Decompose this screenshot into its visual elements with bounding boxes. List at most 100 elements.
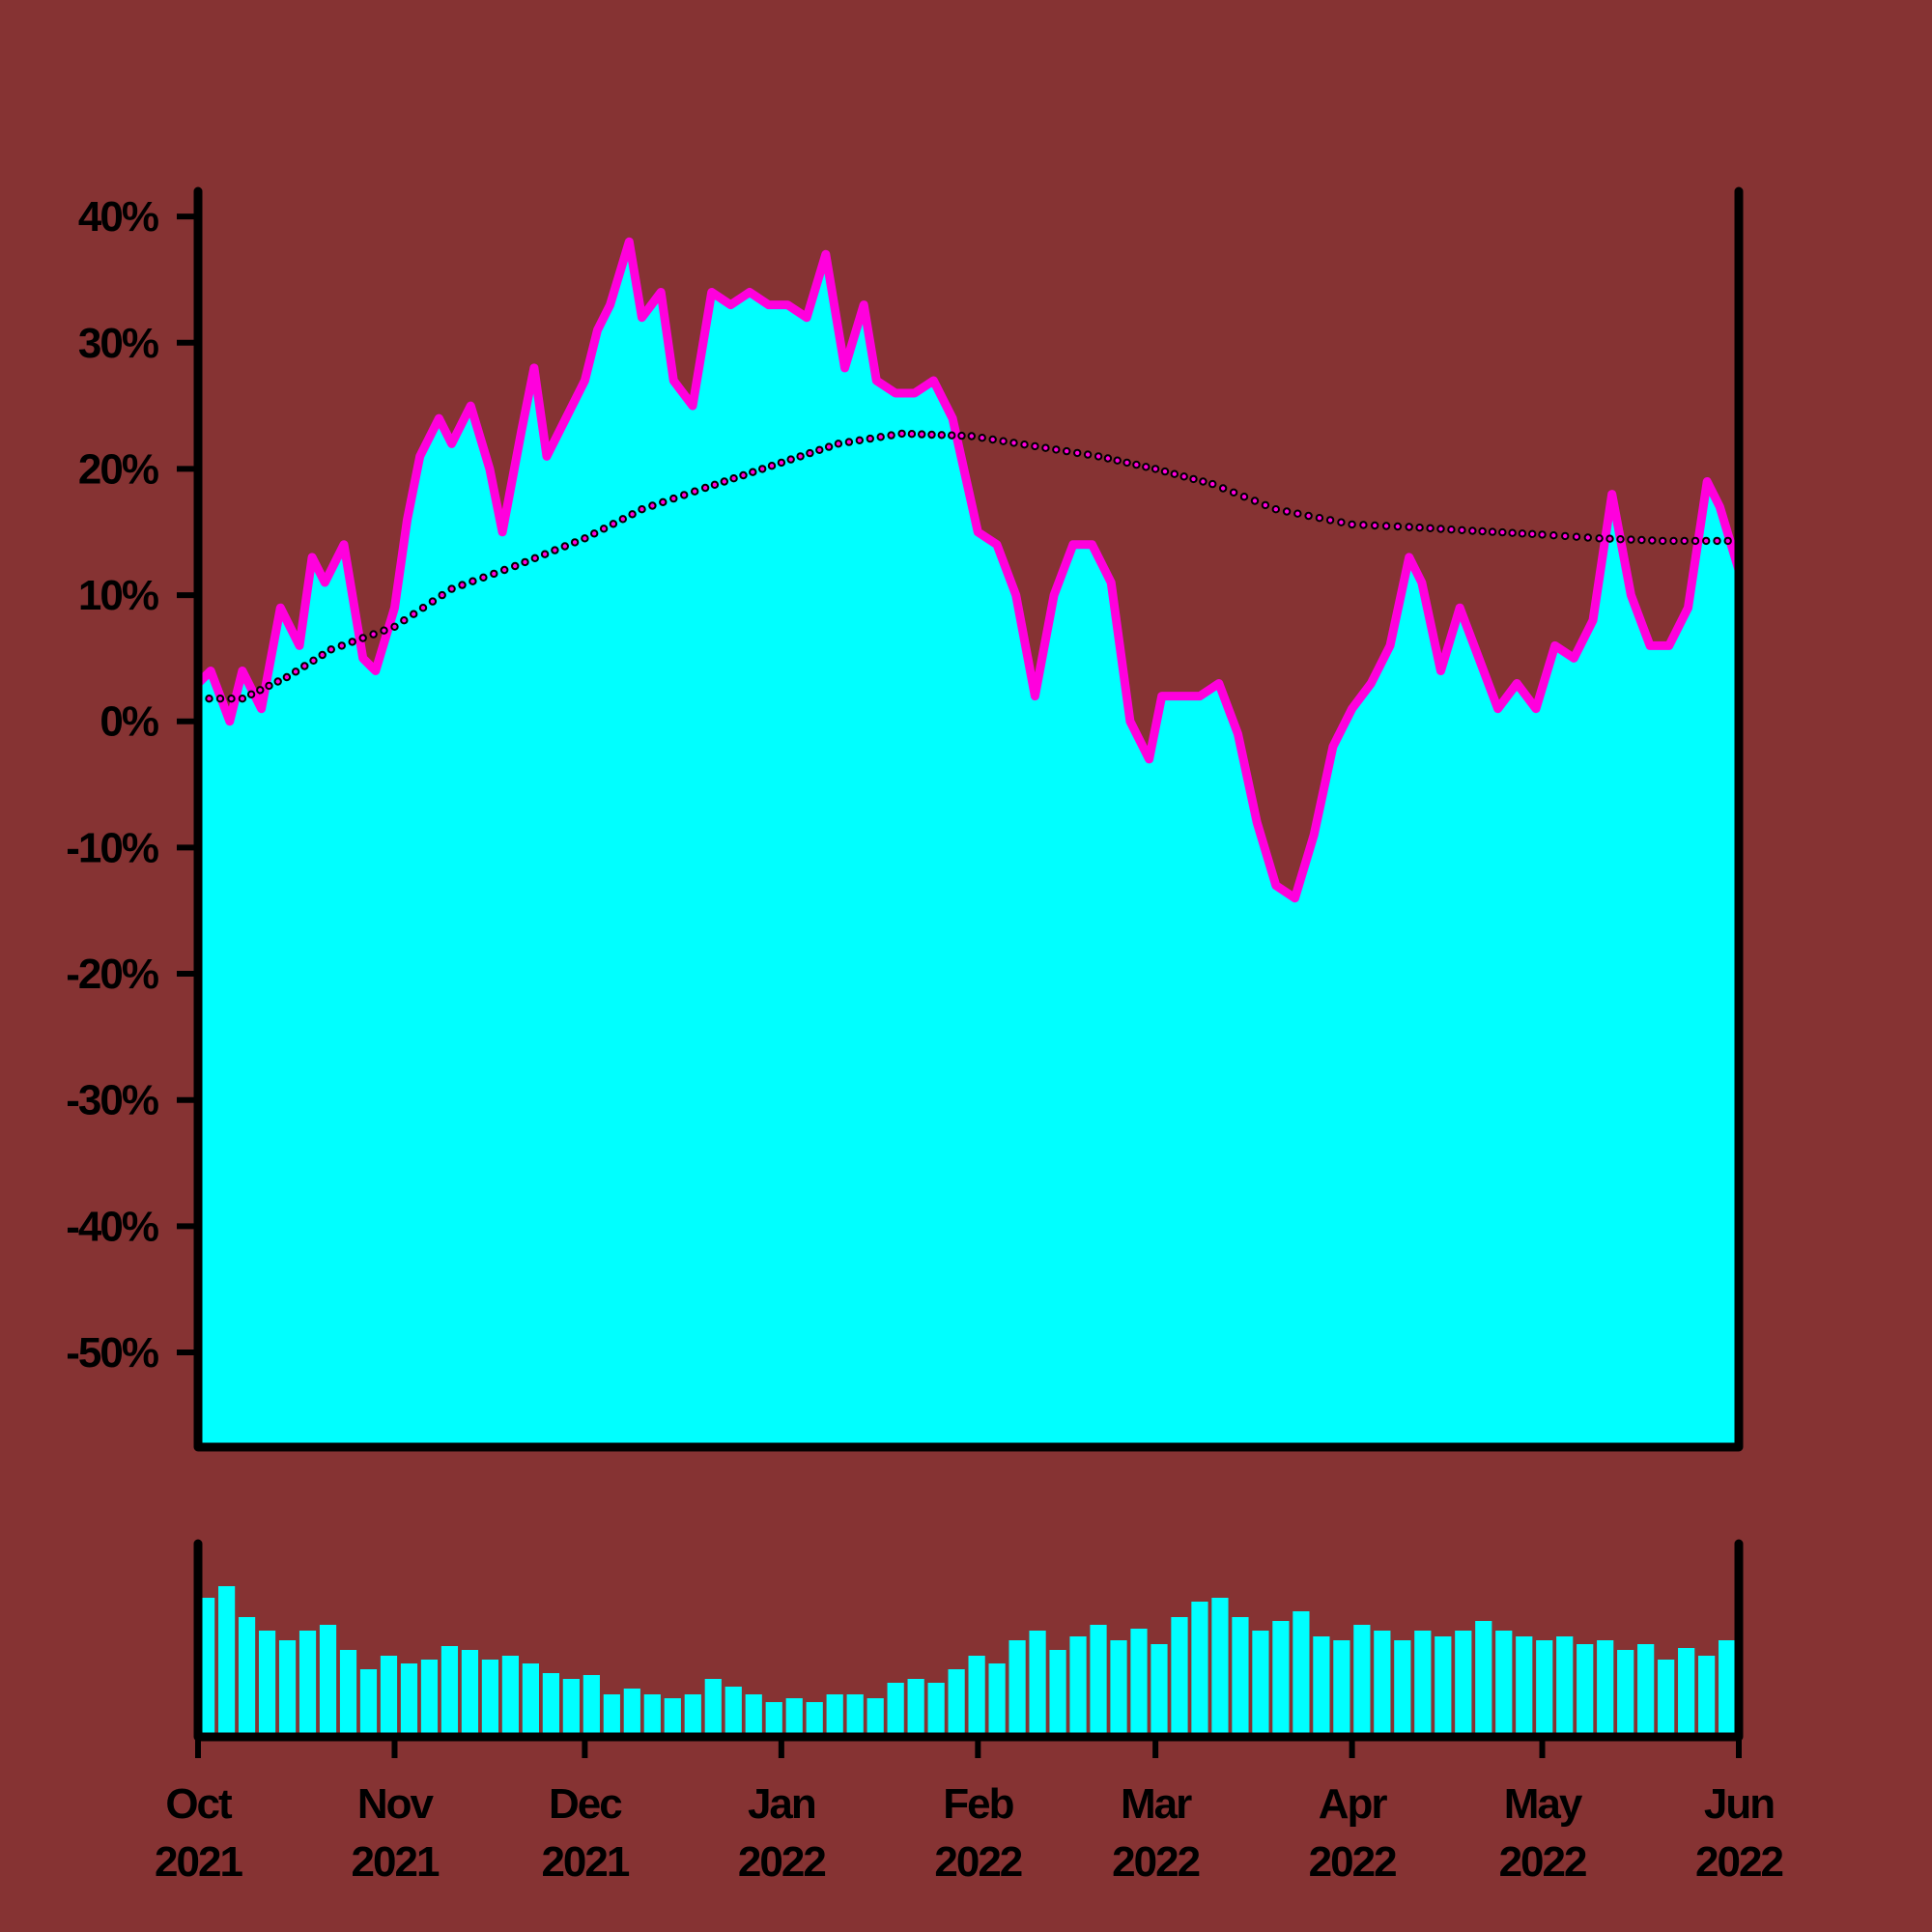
volume-bar — [623, 1689, 640, 1737]
volume-bar — [1252, 1631, 1269, 1737]
trend-dot — [447, 584, 456, 593]
y-tick-label: 10% — [78, 572, 158, 619]
price-point — [323, 581, 327, 584]
trend-dot — [815, 445, 824, 454]
trend-dot — [749, 468, 757, 476]
trend-dot — [609, 520, 618, 528]
price-point — [627, 240, 632, 244]
trend-dot — [967, 432, 976, 440]
volume-bar — [1556, 1636, 1574, 1737]
trend-dot — [1488, 527, 1497, 536]
price-point — [671, 379, 676, 383]
price-point — [1609, 492, 1614, 497]
trend-dot — [710, 480, 720, 489]
trend-dot — [458, 581, 467, 589]
price-point — [405, 517, 410, 522]
trend-dot — [1103, 454, 1113, 463]
volume-bar — [1232, 1617, 1249, 1737]
volume-bar — [542, 1673, 559, 1737]
price-point — [360, 656, 365, 661]
trend-dot — [570, 538, 580, 547]
volume-bar — [1719, 1640, 1736, 1737]
trend-dot — [438, 590, 446, 600]
trend-dot — [1468, 526, 1477, 535]
price-point — [842, 365, 847, 370]
volume-bar — [461, 1650, 479, 1737]
x-tick-label-year: 2021 — [541, 1838, 629, 1886]
trend-dot — [1702, 536, 1711, 546]
trend-dot — [1315, 514, 1324, 523]
price-point — [1419, 581, 1424, 584]
price-point — [373, 668, 378, 673]
volume-bar — [1049, 1650, 1066, 1737]
y-axis-ticks: 40% 30% 20% 10% 0% -10% -20% -30% -40% -50% — [66, 193, 198, 1377]
y-tick-label: -40% — [66, 1203, 158, 1250]
price-point — [595, 327, 600, 332]
trend-dot — [348, 638, 356, 646]
trend-dot — [1151, 465, 1160, 473]
trend-dot — [1271, 505, 1281, 514]
trend-dot — [300, 662, 309, 670]
volume-bar — [1130, 1629, 1148, 1737]
x-tick-label-year: 2022 — [1695, 1838, 1782, 1886]
price-point — [931, 379, 936, 383]
trend-dot — [390, 622, 399, 631]
volume-bar — [1597, 1640, 1614, 1737]
volume-bar — [359, 1669, 378, 1737]
volume-bar — [1333, 1640, 1350, 1737]
x-tick-label-month: May — [1504, 1780, 1583, 1828]
trend-dot — [1083, 450, 1093, 459]
volume-bar — [522, 1663, 539, 1737]
trend-dot — [1713, 536, 1721, 546]
x-tick-label-month: Dec — [549, 1780, 622, 1828]
trend-dot — [948, 431, 956, 440]
price-point — [1666, 643, 1671, 648]
volume-bar — [380, 1656, 398, 1737]
x-tick-label-year: 2022 — [1499, 1838, 1586, 1886]
trend-dot — [1189, 474, 1198, 484]
y-tick-label: 40% — [78, 193, 158, 241]
price-point — [995, 542, 999, 547]
price-point — [1458, 606, 1463, 611]
volume-bar — [481, 1660, 499, 1737]
price-frame — [193, 186, 1744, 1452]
trend-dot — [720, 477, 728, 486]
price-point — [278, 606, 283, 611]
trend-dot — [927, 430, 936, 440]
trend-dot — [1160, 467, 1170, 476]
trend-dot — [618, 515, 627, 524]
trend-dot — [1179, 472, 1188, 481]
volume-bar — [704, 1679, 722, 1737]
trend-dot — [246, 690, 256, 698]
price-point — [951, 416, 955, 421]
trend-dot — [1261, 500, 1270, 510]
trend-dot — [937, 431, 946, 440]
price-point — [1515, 681, 1520, 686]
trend-dot — [1304, 511, 1313, 521]
trend-dot — [1458, 526, 1466, 534]
trend-dot — [479, 573, 488, 582]
volume-bar — [1353, 1625, 1371, 1737]
price-point — [1198, 694, 1203, 698]
trend-dot — [729, 474, 738, 483]
price-point — [1438, 668, 1443, 673]
price-axis-frame — [193, 186, 1744, 1452]
price-area — [198, 242, 1739, 1447]
price-point — [1629, 593, 1634, 598]
volume-bar — [339, 1650, 357, 1737]
x-tick-label-year: 2022 — [1112, 1838, 1199, 1886]
volume-bar — [826, 1694, 843, 1737]
x-tick-label-year: 2021 — [155, 1838, 242, 1886]
volume-bar — [948, 1669, 965, 1737]
trend-dot — [978, 434, 986, 442]
price-point — [1330, 744, 1335, 749]
trend-dot — [490, 569, 498, 579]
trend-dot — [957, 431, 966, 440]
y-tick-label: 0% — [99, 698, 157, 746]
trend-dot — [1142, 463, 1151, 471]
trend-dot — [897, 429, 906, 439]
volume-bar — [846, 1694, 864, 1737]
price-point — [874, 379, 879, 383]
x-tick-label-month: Apr — [1319, 1780, 1388, 1828]
trend-dot — [1572, 532, 1581, 541]
